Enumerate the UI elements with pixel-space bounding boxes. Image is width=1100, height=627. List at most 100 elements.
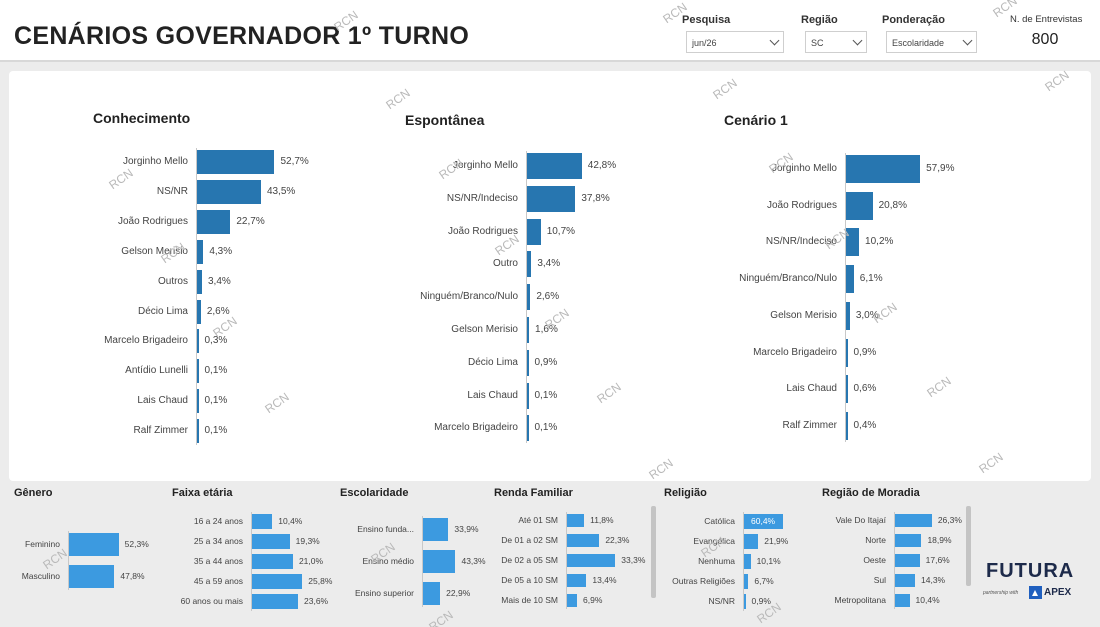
- data-bar: [567, 594, 577, 607]
- data-bar: [423, 518, 449, 541]
- data-label: 52,7%: [280, 156, 309, 167]
- data-bar: [527, 349, 529, 376]
- chevron-down-icon: [962, 35, 973, 46]
- data-label: 11,8%: [590, 515, 614, 526]
- category-label: Masculino: [21, 571, 60, 582]
- data-label: 37,8%: [581, 192, 610, 204]
- data-label: 10,4%: [915, 595, 940, 606]
- data-bar: [252, 554, 293, 569]
- data-bar: [744, 574, 749, 589]
- data-label: 0,1%: [534, 422, 558, 434]
- chart-axis: [566, 512, 567, 609]
- data-label: 0,3%: [204, 335, 228, 347]
- data-label: 22,9%: [446, 588, 471, 599]
- category-label: NS/NR: [156, 185, 188, 197]
- data-bar: [197, 239, 204, 264]
- filter-pesquisa-dropdown[interactable]: jun/26: [686, 31, 784, 53]
- data-bar: [846, 191, 873, 220]
- data-label: 33,9%: [454, 524, 479, 535]
- data-bar: [197, 209, 231, 234]
- category-label: 16 a 24 anos: [193, 516, 243, 527]
- data-bar: [527, 382, 529, 409]
- chart-axis: [68, 531, 69, 590]
- filter-ponderacao-label: Ponderação: [882, 14, 945, 26]
- data-bar: [423, 582, 441, 605]
- category-label: Antídio Lunelli: [125, 365, 188, 377]
- category-label: Lais Chaud: [786, 383, 837, 395]
- data-label: 19,3%: [295, 536, 320, 547]
- category-label: Marcelo Brigadeiro: [434, 422, 518, 434]
- category-label: Jorginho Mello: [771, 163, 837, 174]
- category-label: NS/NR/Indeciso: [765, 236, 837, 248]
- data-bar: [527, 153, 582, 179]
- data-bar: [252, 574, 303, 589]
- watermark-text: RCN: [426, 607, 456, 627]
- data-label: 2,6%: [206, 305, 230, 317]
- data-bar: [197, 329, 199, 354]
- data-label: 4,3%: [209, 245, 233, 257]
- category-label: Ninguém/Branco/Nulo: [739, 273, 837, 285]
- category-label: Ensino médio: [362, 556, 414, 567]
- data-bar: [744, 554, 751, 569]
- data-label: 23,6%: [304, 596, 329, 607]
- data-label: 60,4%: [751, 516, 776, 527]
- moradia-scrollbar[interactable]: [966, 506, 971, 586]
- data-bar: [567, 534, 600, 547]
- page-title: CENÁRIOS GOVERNADOR 1º TURNO: [14, 22, 470, 50]
- section-title: Região de Moradia: [822, 487, 920, 499]
- filter-regiao-dropdown[interactable]: SC: [805, 31, 867, 53]
- category-label: Marcelo Brigadeiro: [104, 335, 188, 347]
- category-label: Mais de 10 SM: [501, 595, 558, 606]
- renda-scrollbar[interactable]: [651, 506, 656, 598]
- chart-axis: [196, 148, 197, 446]
- category-label: Feminino: [25, 539, 60, 550]
- data-bar: [197, 359, 199, 384]
- filter-pesquisa-label: Pesquisa: [682, 14, 731, 26]
- data-label: 6,1%: [859, 273, 883, 285]
- category-label: Evangélica: [693, 536, 735, 547]
- data-label: 3,4%: [537, 258, 561, 270]
- category-label: João Rodrigues: [117, 215, 188, 227]
- data-label: 33,3%: [621, 555, 646, 566]
- data-label: 26,3%: [937, 515, 962, 526]
- data-bar: [846, 411, 848, 440]
- data-bar: [744, 514, 784, 529]
- data-label: 6,7%: [754, 576, 774, 587]
- section-title: Escolaridade: [340, 487, 409, 499]
- data-label: 10,7%: [546, 225, 576, 237]
- category-label: João Rodrigues: [766, 199, 837, 211]
- category-label: Décio Lima: [137, 305, 188, 317]
- data-label: 0,9%: [534, 356, 558, 368]
- main-charts-card: [9, 71, 1091, 481]
- futura-logo: FUTURA: [986, 560, 1075, 582]
- data-bar: [744, 534, 759, 549]
- data-label: 10,2%: [865, 236, 894, 248]
- chart-axis: [526, 151, 527, 444]
- section-title: Faixa etária: [172, 487, 233, 499]
- data-label: 14,3%: [921, 575, 946, 586]
- data-label: 10,1%: [756, 556, 781, 567]
- chart-axis: [845, 153, 846, 442]
- data-bar: [846, 375, 848, 404]
- chart-axis: [743, 512, 744, 611]
- category-label: 45 a 59 anos: [193, 576, 243, 587]
- data-label: 22,7%: [236, 215, 265, 227]
- data-label: 13,4%: [592, 575, 617, 586]
- filter-pesquisa-value: jun/26: [692, 38, 717, 48]
- category-label: Marcelo Brigadeiro: [753, 346, 837, 358]
- filter-ponderacao-dropdown[interactable]: Escolaridade: [886, 31, 977, 53]
- filter-ponderacao-value: Escolaridade: [892, 38, 945, 48]
- category-label: Oeste: [863, 555, 886, 566]
- data-bar: [69, 565, 115, 588]
- data-label: 0,9%: [853, 346, 877, 358]
- data-bar: [197, 419, 199, 444]
- filter-regiao-label: Região: [801, 14, 838, 26]
- data-bar: [197, 150, 275, 174]
- category-label: Gelson Merisio: [451, 324, 518, 335]
- category-label: 35 a 44 anos: [193, 556, 243, 567]
- data-bar: [197, 269, 202, 294]
- data-label: 57,9%: [926, 163, 955, 174]
- data-label: 6,9%: [583, 595, 603, 606]
- category-label: Lais Chaud: [467, 389, 518, 401]
- category-label: Outros: [157, 275, 188, 287]
